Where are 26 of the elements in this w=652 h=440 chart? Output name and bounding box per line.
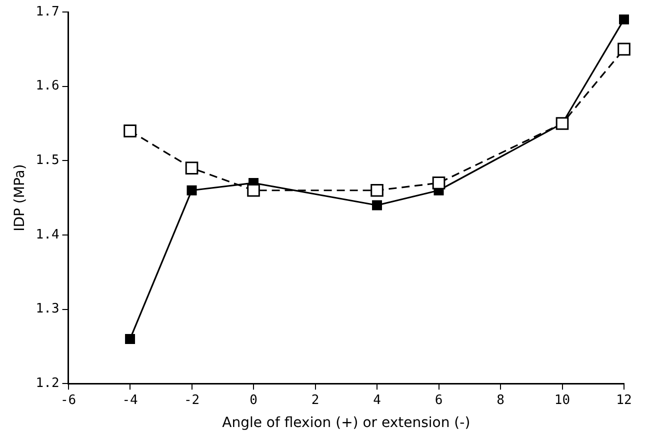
- x-tick-label: 10: [554, 392, 570, 408]
- point: [432, 176, 446, 190]
- point: [618, 42, 630, 56]
- point: [619, 14, 629, 24]
- point: [186, 185, 197, 196]
- x-tick-label: 2: [311, 392, 320, 408]
- y-tick-label: 1.3: [36, 302, 60, 317]
- x-tick-label: -6: [60, 392, 76, 408]
- point: [185, 162, 198, 174]
- x-tick-label: 8: [496, 392, 504, 408]
- x-tick-label: -4: [122, 392, 138, 408]
- x-tick-label: -2: [184, 392, 200, 408]
- y-axis-title: IDP (MPa): [12, 164, 28, 232]
- y-tick-label: 1.5: [36, 153, 60, 168]
- x-tick-label: 12: [616, 392, 632, 408]
- y-tick-label: 1.7: [36, 4, 60, 20]
- point: [125, 334, 136, 344]
- point: [247, 184, 260, 197]
- x-tick-label: 4: [373, 392, 382, 408]
- x-tick-label: 0: [250, 392, 258, 408]
- y-tick-label: 1.2: [36, 376, 60, 391]
- y-tick-label: 1.6: [36, 78, 60, 94]
- y-tick-label: 1.4: [36, 227, 60, 242]
- point: [372, 200, 382, 210]
- x-tick-label: 6: [434, 392, 443, 408]
- x-axis-title: Angle of flexion (+) or extension (-): [222, 415, 470, 432]
